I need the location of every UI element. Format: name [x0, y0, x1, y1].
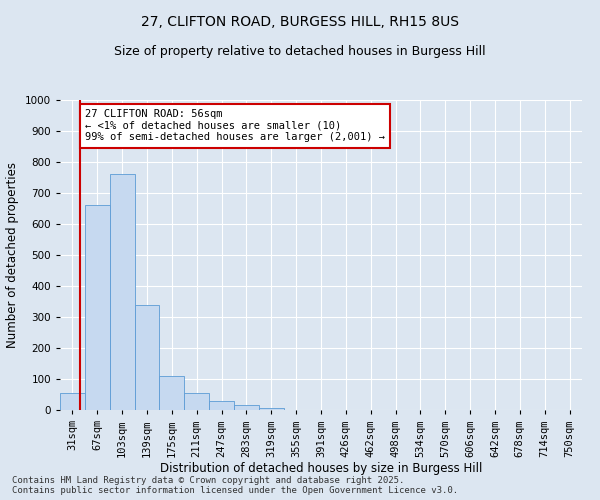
Bar — [234, 406, 259, 410]
X-axis label: Distribution of detached houses by size in Burgess Hill: Distribution of detached houses by size … — [160, 462, 482, 475]
Bar — [60, 393, 85, 410]
Bar — [259, 408, 284, 410]
Y-axis label: Number of detached properties: Number of detached properties — [6, 162, 19, 348]
Bar — [110, 174, 134, 410]
Text: Contains HM Land Registry data © Crown copyright and database right 2025.
Contai: Contains HM Land Registry data © Crown c… — [12, 476, 458, 495]
Bar — [184, 393, 209, 410]
Text: Size of property relative to detached houses in Burgess Hill: Size of property relative to detached ho… — [114, 45, 486, 58]
Bar — [134, 304, 160, 410]
Bar — [209, 400, 234, 410]
Bar — [85, 206, 110, 410]
Text: 27, CLIFTON ROAD, BURGESS HILL, RH15 8US: 27, CLIFTON ROAD, BURGESS HILL, RH15 8US — [141, 15, 459, 29]
Bar — [160, 376, 184, 410]
Text: 27 CLIFTON ROAD: 56sqm
← <1% of detached houses are smaller (10)
99% of semi-det: 27 CLIFTON ROAD: 56sqm ← <1% of detached… — [85, 110, 385, 142]
